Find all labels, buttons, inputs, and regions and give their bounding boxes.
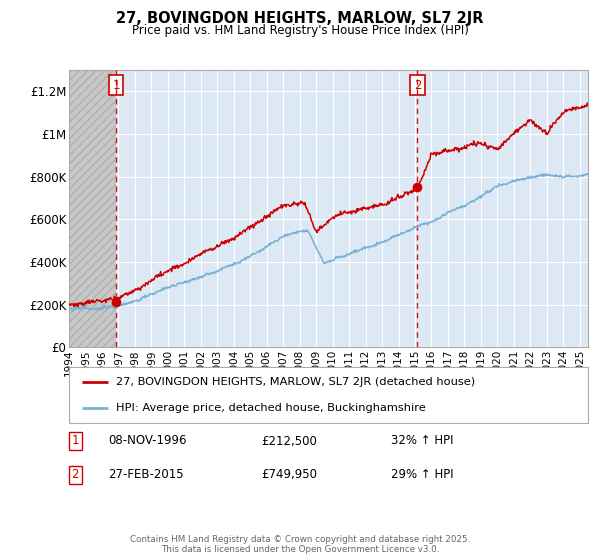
- Bar: [69, 70, 116, 347]
- Text: 08-NOV-1996: 08-NOV-1996: [108, 435, 187, 447]
- Text: 27-FEB-2015: 27-FEB-2015: [108, 468, 184, 481]
- Text: £749,950: £749,950: [261, 468, 317, 481]
- Text: 27, BOVINGDON HEIGHTS, MARLOW, SL7 2JR (detached house): 27, BOVINGDON HEIGHTS, MARLOW, SL7 2JR (…: [116, 377, 475, 387]
- Text: 27, BOVINGDON HEIGHTS, MARLOW, SL7 2JR: 27, BOVINGDON HEIGHTS, MARLOW, SL7 2JR: [116, 11, 484, 26]
- Text: 2: 2: [71, 468, 79, 481]
- FancyBboxPatch shape: [69, 367, 588, 423]
- Text: 2: 2: [414, 79, 421, 92]
- Text: HPI: Average price, detached house, Buckinghamshire: HPI: Average price, detached house, Buck…: [116, 403, 425, 413]
- Text: 1: 1: [71, 435, 79, 447]
- Text: 1: 1: [113, 79, 120, 92]
- Text: £212,500: £212,500: [261, 435, 317, 447]
- Text: 29% ↑ HPI: 29% ↑ HPI: [391, 468, 454, 481]
- Text: Price paid vs. HM Land Registry's House Price Index (HPI): Price paid vs. HM Land Registry's House …: [131, 24, 469, 36]
- Text: Contains HM Land Registry data © Crown copyright and database right 2025.
This d: Contains HM Land Registry data © Crown c…: [130, 535, 470, 554]
- Text: 32% ↑ HPI: 32% ↑ HPI: [391, 435, 453, 447]
